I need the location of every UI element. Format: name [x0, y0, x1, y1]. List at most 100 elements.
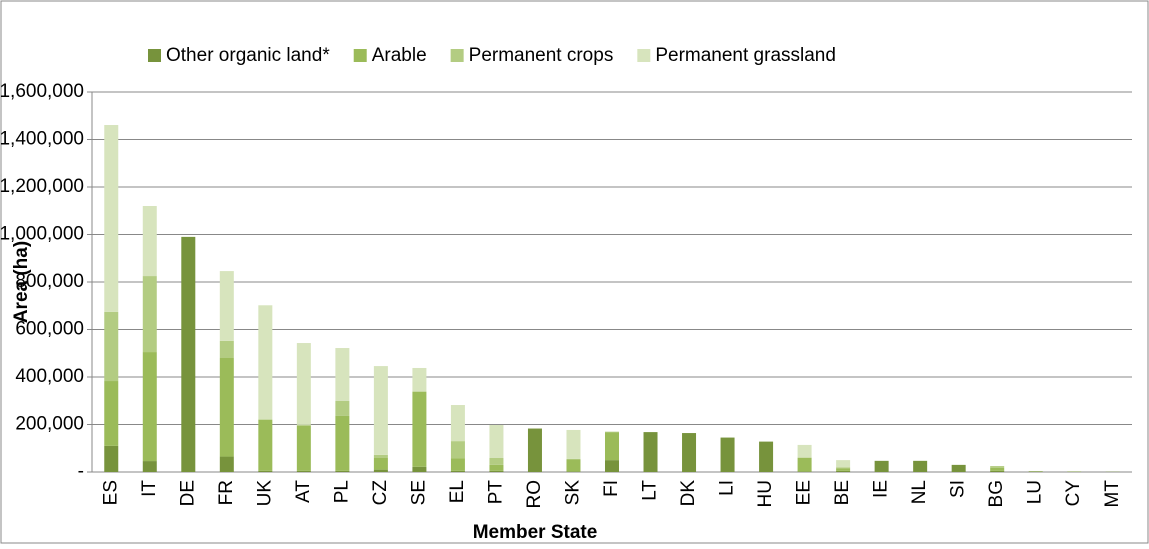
y-tick-label: 400,000: [15, 366, 84, 387]
x-tick-label: BG: [986, 480, 1007, 507]
bar-segment: [528, 429, 542, 472]
legend-swatch: [354, 49, 367, 62]
bar-segment: [451, 458, 465, 470]
x-tick-label: CZ: [370, 480, 391, 506]
x-tick-label: IT: [139, 480, 160, 497]
bar-segment: [798, 458, 812, 472]
bar-segment: [374, 366, 388, 455]
bar-segment: [451, 471, 465, 472]
x-tick-label: LT: [640, 480, 661, 501]
legend-label: Other organic land*: [166, 45, 330, 66]
bar-segment: [605, 431, 619, 432]
x-tick-label: LU: [1025, 480, 1046, 504]
bar-segment: [220, 358, 234, 457]
bar-segment: [990, 468, 1004, 471]
legend-swatch: [637, 49, 650, 62]
x-tick-label: EE: [794, 480, 815, 505]
x-tick-label: UK: [254, 480, 275, 507]
x-tick-label: NL: [909, 480, 930, 504]
y-tick-label: 800,000: [15, 271, 84, 292]
bar-segment: [1029, 471, 1043, 472]
bar-segment: [335, 416, 349, 471]
legend-swatch: [451, 49, 464, 62]
bar-segment: [566, 459, 580, 471]
bar-segment: [258, 305, 272, 419]
y-tick-label: 1,000,000: [0, 224, 84, 245]
bar-segment: [798, 471, 812, 472]
x-tick-label: FR: [216, 480, 237, 505]
x-tick-label: MT: [1102, 480, 1123, 508]
x-tick-label: EL: [447, 480, 468, 503]
bar-segment: [566, 471, 580, 472]
bar-segment: [605, 460, 619, 472]
bar-segment: [297, 471, 311, 472]
bar-segment: [489, 458, 503, 465]
bar-segment: [297, 425, 311, 426]
y-tick-label: -: [78, 461, 84, 482]
y-tick-label: 200,000: [15, 414, 84, 435]
bar-segment: [220, 457, 234, 472]
x-tick-label: ES: [100, 480, 121, 505]
bar-segment: [451, 405, 465, 441]
bar-segment: [836, 467, 850, 468]
y-tick-label: 1,400,000: [0, 129, 84, 150]
bar-segment: [143, 206, 157, 276]
bar-segment: [875, 461, 889, 472]
bar-segment: [220, 271, 234, 341]
x-axis-label: Member State: [473, 522, 598, 543]
bar-segment: [374, 455, 388, 458]
bar-segment: [489, 465, 503, 471]
bar-segment: [644, 432, 658, 472]
x-tick-label: SK: [562, 480, 583, 506]
bar-segment: [220, 341, 234, 358]
bar-segment: [990, 471, 1004, 472]
bar-segment: [913, 461, 927, 472]
x-tick-label: LI: [717, 480, 738, 496]
legend-label: Permanent crops: [469, 45, 614, 66]
x-tick-label: SE: [408, 480, 429, 505]
bar-segment: [489, 425, 503, 458]
bar-segment: [104, 446, 118, 472]
bar-segment: [297, 426, 311, 471]
bar-segment: [412, 467, 426, 472]
x-tick-label: IE: [871, 480, 892, 498]
y-tick-label: 1,200,000: [0, 176, 84, 197]
bar-segment: [104, 381, 118, 446]
bar-segment: [104, 125, 118, 312]
x-tick-label: CY: [1063, 480, 1084, 507]
bar-segment: [335, 348, 349, 401]
bar-segment: [990, 466, 1004, 468]
bar-segment: [682, 433, 696, 472]
y-tick-label: 600,000: [15, 319, 84, 340]
bar-segment: [258, 419, 272, 420]
bar-segment: [412, 392, 426, 467]
bar-segment: [258, 420, 272, 471]
bar-segment: [412, 368, 426, 391]
legend-label: Arable: [372, 45, 427, 66]
x-tick-label: DE: [177, 480, 198, 506]
bar-segment: [297, 343, 311, 425]
bar-segment: [952, 465, 966, 472]
bar-segment: [836, 468, 850, 470]
bar-segment: [258, 471, 272, 472]
x-tick-label: HU: [755, 480, 776, 507]
bar-segment: [836, 471, 850, 472]
legend-swatch: [148, 49, 161, 62]
bar-segment: [374, 470, 388, 472]
x-tick-label: PL: [331, 480, 352, 503]
bar-segment: [605, 432, 619, 460]
x-tick-label: BE: [832, 480, 853, 505]
bar-segment: [143, 352, 157, 461]
x-tick-label: DK: [678, 480, 699, 507]
x-tick-label: PT: [485, 480, 506, 505]
bar-segment: [836, 460, 850, 467]
x-tick-label: FI: [601, 480, 622, 497]
bar-segment: [721, 438, 735, 472]
bar-segment: [335, 401, 349, 416]
bar-segment: [374, 458, 388, 470]
x-tick-label: AT: [293, 480, 314, 503]
bar-segment: [566, 430, 580, 459]
bar-segment: [412, 391, 426, 392]
bar-segment: [181, 237, 195, 472]
